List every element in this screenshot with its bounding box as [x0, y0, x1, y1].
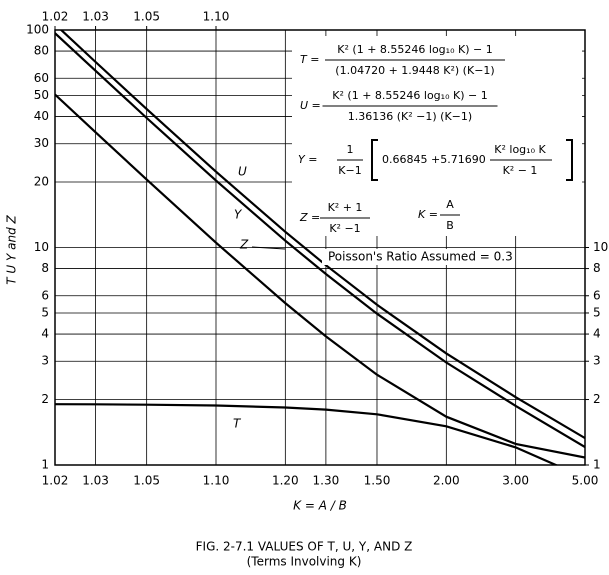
subcaption: (Terms Involving K) [247, 555, 362, 569]
x-tick-label: 1.10 [203, 474, 230, 488]
denominator: B [446, 219, 454, 232]
y2-tick-label: 5 [593, 305, 601, 319]
caption: FIG. 2-7.1 VALUES OF T, U, Y, AND Z [196, 540, 413, 554]
top-x-tick-label: 1.10 [203, 10, 230, 24]
equation-lhs: Z = [299, 211, 320, 224]
bracket [566, 139, 573, 181]
y-tick-label: 8 [41, 261, 49, 275]
curve [55, 403, 559, 465]
y-tick-label: 2 [41, 392, 49, 406]
x-tick-label: 1.05 [133, 474, 160, 488]
denominator: K−1 [338, 164, 361, 177]
equation-lhs: T = [300, 53, 319, 66]
y-tick-label: 10 [34, 240, 49, 254]
x-tick-label: 2.00 [433, 474, 460, 488]
curve [55, 32, 585, 448]
curve [55, 93, 585, 459]
y2-tick-label: 1 [593, 458, 601, 472]
y2-tick-label: 10 [593, 240, 608, 254]
equation-lhs: U = [300, 99, 321, 112]
y-tick-label: 6 [41, 288, 49, 302]
numerator: K² (1 + 8.55246 log₁₀ K) − 1 [332, 89, 487, 102]
y-tick-label: 30 [34, 136, 49, 150]
bracket-text: 0.66845 +5.71690 [382, 153, 486, 166]
y-tick-label: 1 [41, 458, 49, 472]
denominator: (1.04720 + 1.9448 K²) (K−1) [335, 64, 494, 77]
x-tick-label: 1.30 [313, 474, 340, 488]
y-tick-label: 40 [34, 109, 49, 123]
denominator: 1.36136 (K² −1) (K−1) [348, 110, 472, 123]
y-tick-label: 50 [34, 88, 49, 102]
top-x-tick-label: 1.02 [42, 10, 69, 24]
x-tick-label: 1.02 [42, 474, 69, 488]
inner-numerator: K² log₁₀ K [494, 143, 546, 156]
x-axis-label: K = A / B [293, 499, 347, 513]
numerator: K² + 1 [328, 201, 363, 214]
curve-label: T [233, 417, 242, 431]
y2-tick-label: 8 [593, 261, 601, 275]
denominator: K² −1 [329, 222, 360, 235]
note: Poisson's Ratio Assumed = 0.3 [328, 250, 513, 264]
equation-box [292, 36, 582, 236]
y-tick-label: 3 [41, 354, 49, 368]
x-tick-label: 1.50 [364, 474, 391, 488]
bracket [371, 139, 378, 181]
curve-label: Y [234, 208, 243, 222]
equation-lhs: K = [418, 208, 438, 221]
y-tick-label: 20 [34, 175, 49, 189]
leader [251, 246, 286, 250]
curve-label: Z [239, 238, 249, 252]
numerator: K² (1 + 8.55246 log₁₀ K) − 1 [337, 43, 492, 56]
y2-tick-label: 4 [593, 327, 601, 341]
x-tick-label: 3.00 [502, 474, 529, 488]
y-axis-label: T U Y and Z [5, 214, 19, 284]
numerator: 1 [347, 143, 354, 156]
x-tick-label: 1.03 [82, 474, 109, 488]
y-tick-label: 60 [34, 71, 49, 85]
y2-tick-label: 6 [593, 288, 601, 302]
top-x-tick-label: 1.05 [133, 10, 160, 24]
y2-tick-label: 3 [593, 354, 601, 368]
note-box [322, 249, 512, 265]
inner-denominator: K² − 1 [503, 164, 538, 177]
equation-lhs: Y = [298, 153, 317, 166]
x-tick-label: 1.20 [272, 474, 299, 488]
numerator: A [446, 198, 454, 211]
y-tick-label: 80 [34, 44, 49, 58]
curve-label: U [238, 165, 247, 179]
y-tick-label: 4 [41, 327, 49, 341]
top-x-tick-label: 1.03 [82, 10, 109, 24]
x-tick-label: 5.00 [572, 474, 599, 488]
curve [59, 30, 585, 440]
y-tick-label: 100 [26, 23, 49, 37]
y-tick-label: 5 [41, 305, 49, 319]
y2-tick-label: 2 [593, 392, 601, 406]
